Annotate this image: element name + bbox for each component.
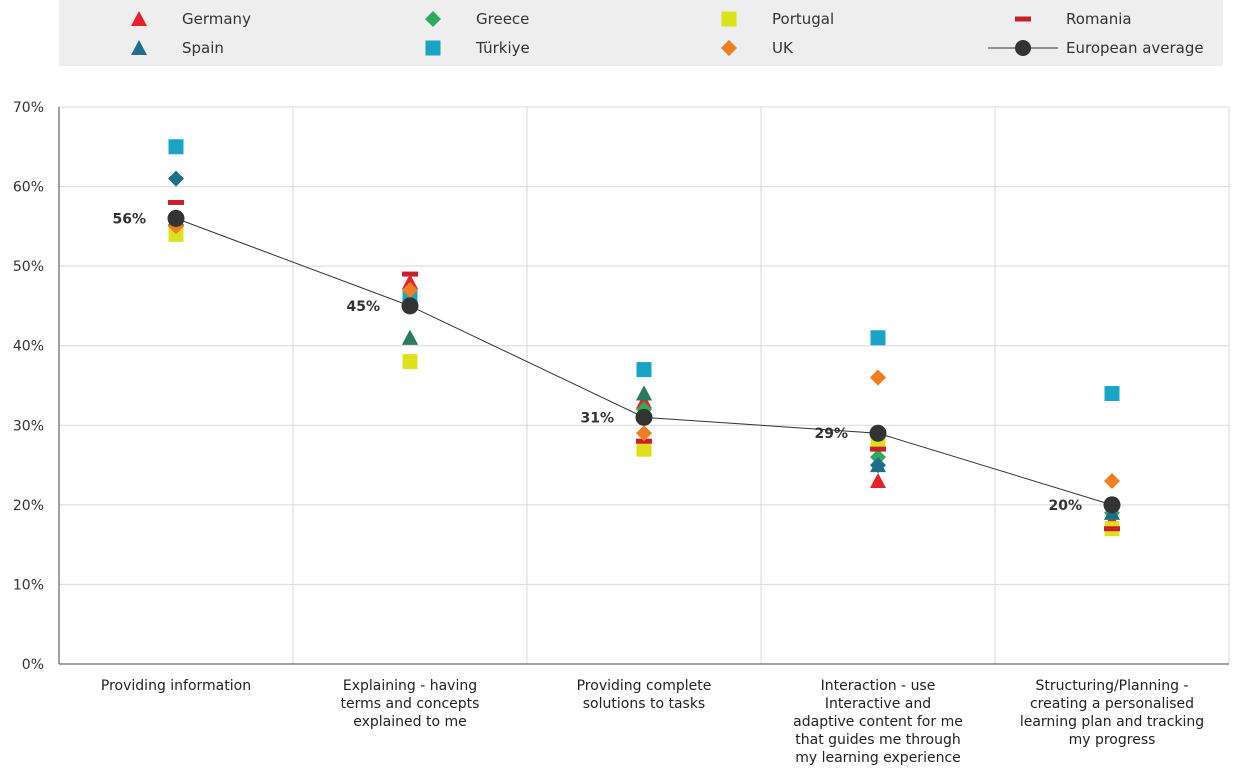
- point-t-rkiye: [870, 330, 886, 346]
- x-category-label: Interaction - use Interactive and adaptive…: [793, 678, 963, 766]
- legend-label: Spain: [182, 39, 224, 57]
- y-tick-label: 60%: [13, 180, 44, 196]
- x-category-label-line: creating a personalised: [1030, 696, 1194, 712]
- extra-point: [402, 329, 418, 345]
- x-category-label-line: Interactive and: [825, 696, 931, 712]
- y-tick-label: 30%: [13, 418, 44, 434]
- x-category-label-line: Explaining - having: [343, 678, 477, 694]
- point-european-average: [635, 408, 653, 426]
- y-tick-label: 70%: [13, 100, 44, 116]
- x-category-label-line: my learning experience: [795, 750, 961, 766]
- point-romania: [1104, 526, 1120, 532]
- point-germany: [636, 393, 652, 409]
- average-value-label: 56%: [112, 211, 146, 227]
- point-uk: [1104, 472, 1120, 489]
- y-tick-label: 10%: [13, 577, 44, 593]
- x-category-label-line: Providing complete: [577, 678, 712, 694]
- point-germany: [402, 274, 418, 290]
- x-category-label-line: Structuring/Planning -: [1036, 678, 1189, 694]
- data-points: 56% 45% 31% 29% 20%: [112, 139, 1121, 537]
- point-t-rkiye: [168, 139, 184, 155]
- point-romania: [168, 199, 184, 205]
- legend-marker-greece: [425, 11, 441, 27]
- x-category-label-line: that guides me through: [795, 732, 960, 748]
- point-european-average: [401, 297, 419, 315]
- legend-marker-romania: [1015, 16, 1031, 22]
- extra-point: [168, 170, 184, 187]
- legend-marker-germany: [131, 11, 147, 26]
- x-category-label-line: solutions to tasks: [583, 696, 705, 712]
- european-average-line: [175, 217, 1113, 506]
- x-category-label-line: my progress: [1069, 732, 1156, 748]
- average-value-label: 45%: [346, 299, 380, 315]
- extra-point: [636, 385, 652, 401]
- legend-marker-t-rkiye: [425, 40, 441, 56]
- x-category-label-line: Interaction - use: [821, 678, 936, 694]
- y-tick-label: 0%: [22, 657, 44, 673]
- axes: 0% 10% 20% 30% 40% 50% 60% 70% Providing informa…: [13, 100, 1229, 766]
- point-uk: [402, 282, 418, 299]
- point-uk: [636, 425, 652, 442]
- legend-label: Portugal: [772, 10, 834, 28]
- legend-label: Romania: [1066, 10, 1132, 28]
- legend-label: Germany: [182, 10, 251, 28]
- y-tick-label: 20%: [13, 498, 44, 514]
- average-line-layer: [175, 217, 1113, 506]
- legend: Germany Greece Portugal Romania Spain Türkiye…: [131, 10, 1204, 57]
- point-european-average: [1103, 496, 1121, 514]
- average-value-label: 29%: [814, 426, 848, 442]
- point-romania: [870, 446, 886, 452]
- x-category-label: Providing complete solutions to tasks: [577, 678, 712, 712]
- legend-label: UK: [772, 39, 794, 57]
- point-germany: [870, 472, 886, 488]
- point-uk: [870, 369, 886, 386]
- point-t-rkiye: [1104, 385, 1120, 401]
- point-portugal: [636, 441, 652, 457]
- x-category-label-line: terms and concepts: [341, 696, 480, 712]
- average-value-label: 20%: [1048, 498, 1082, 514]
- x-category-label-line: explained to me: [353, 714, 466, 730]
- legend-label: European average: [1066, 39, 1204, 57]
- legend-marker-uk: [721, 40, 737, 56]
- legend-marker-european-average: [1015, 40, 1031, 56]
- average-value-label: 31%: [580, 410, 614, 426]
- point-t-rkiye: [636, 362, 652, 378]
- point-european-average: [869, 424, 887, 442]
- point-romania: [402, 271, 418, 277]
- x-category-label: Explaining - having terms and concepts exp…: [341, 678, 480, 730]
- extra-point: [870, 457, 886, 474]
- x-category-label: Structuring/Planning - creating a persona…: [1020, 678, 1204, 748]
- y-tick-label: 50%: [13, 259, 44, 275]
- legend-marker-spain: [131, 40, 147, 55]
- point-portugal: [402, 354, 418, 370]
- x-category-label: Providing information: [101, 678, 251, 694]
- x-category-label-line: adaptive content for me: [793, 714, 963, 730]
- legend-background: [59, 0, 1223, 66]
- point-european-average: [167, 209, 185, 227]
- x-category-label-line: Providing information: [101, 678, 251, 694]
- y-tick-label: 40%: [13, 339, 44, 355]
- legend-label: Türkiye: [475, 39, 530, 57]
- legend-marker-portugal: [721, 11, 737, 27]
- x-category-label-line: learning plan and tracking: [1020, 714, 1204, 730]
- legend-label: Greece: [476, 10, 529, 28]
